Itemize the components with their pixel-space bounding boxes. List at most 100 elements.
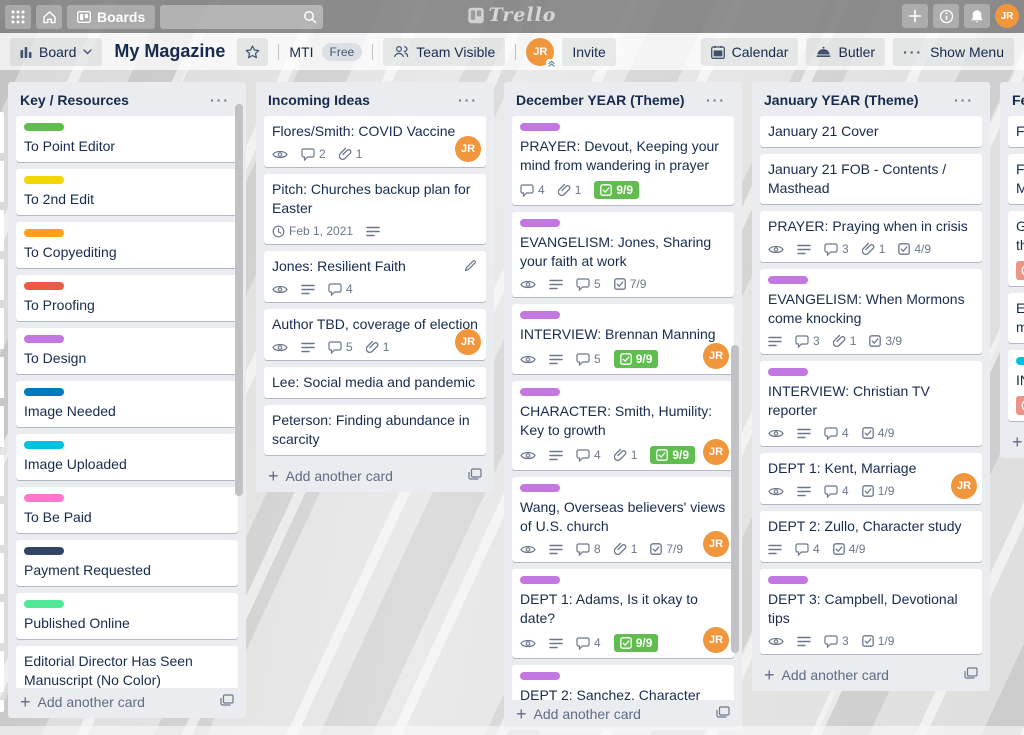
card-label-yellow[interactable] xyxy=(24,176,64,184)
list-title[interactable]: Fe xyxy=(1012,92,1024,108)
card-lee-social-media-and-pandemic[interactable]: Lee: Social media and pandemic xyxy=(264,367,486,398)
create-button[interactable] xyxy=(902,4,928,28)
card-label-red[interactable] xyxy=(24,282,64,290)
card-ge[interactable]: Ge th xyxy=(1008,211,1024,286)
card-dept-1-adams-is-it-okay-to-dat[interactable]: DEPT 1: Adams, Is it okay to date? 4 9/9 JR xyxy=(512,569,734,658)
card-wang-overseas-believers-views-[interactable]: Wang, Overseas believers' views of U.S. … xyxy=(512,477,734,562)
list-title[interactable]: January YEAR (Theme) xyxy=(764,92,919,108)
card-jones-resilient-faith[interactable]: Jones: Resilient Faith 4 xyxy=(264,251,486,302)
list-menu-button[interactable]: ··· xyxy=(706,92,726,108)
card-member-avatar[interactable]: JR xyxy=(703,439,729,465)
card-label-green[interactable] xyxy=(24,123,64,131)
card-label-purple[interactable] xyxy=(768,276,808,284)
card-interview-brennan-manning[interactable]: INTERVIEW: Brennan Manning 5 9/9 JR xyxy=(512,304,734,374)
card-dept-2-zullo-character-study[interactable]: DEPT 2: Zullo, Character study 4 4/9 xyxy=(760,511,982,562)
butler-button[interactable]: Butler xyxy=(806,37,886,66)
card-label-navy[interactable] xyxy=(24,547,64,555)
card-label-sky[interactable] xyxy=(24,441,64,449)
card-to-copyediting[interactable]: To Copyediting xyxy=(16,222,238,268)
card-in[interactable]: IN xyxy=(1008,350,1024,421)
team-group[interactable]: MTI Free xyxy=(289,42,363,61)
user-avatar[interactable]: JR xyxy=(995,4,1019,28)
card-dept-1-kent-marriage[interactable]: DEPT 1: Kent, Marriage 4 1/9 JR xyxy=(760,453,982,504)
list-title[interactable]: Key / Resources xyxy=(20,92,129,108)
add-card-button[interactable]: +Add another card xyxy=(760,661,982,685)
card-label-pink[interactable] xyxy=(24,494,64,502)
card-member-avatar[interactable]: JR xyxy=(455,329,481,355)
calendar-button[interactable]: Calendar xyxy=(700,37,799,66)
card-label-purple[interactable] xyxy=(520,123,560,131)
info-button[interactable] xyxy=(933,4,959,28)
card-prayer-devout-keeping-your-min[interactable]: PRAYER: Devout, Keeping your mind from w… xyxy=(512,116,734,205)
list-menu-button[interactable]: ··· xyxy=(954,92,974,108)
card-image-uploaded[interactable]: Image Uploaded xyxy=(16,434,238,480)
create-from-template-icon[interactable] xyxy=(220,694,234,710)
list-title[interactable]: Incoming Ideas xyxy=(268,92,370,108)
card-label-purple[interactable] xyxy=(520,219,560,227)
search-bar[interactable] xyxy=(160,4,324,29)
search-input[interactable] xyxy=(166,9,304,24)
card-interview-christian-tv-reporte[interactable]: INTERVIEW: Christian TV reporter 4 4/9 xyxy=(760,361,982,446)
board-member-avatar[interactable]: JR xyxy=(526,37,557,69)
card-published-online[interactable]: Published Online xyxy=(16,593,238,639)
card-member-avatar[interactable]: JR xyxy=(455,136,481,162)
card-flores-smith-covid-vaccine[interactable]: Flores/Smith: COVID Vaccine 2 1 JR xyxy=(264,116,486,167)
list-menu-button[interactable]: ··· xyxy=(458,92,478,108)
star-board-button[interactable] xyxy=(237,37,269,66)
list-title[interactable]: December YEAR (Theme) xyxy=(516,92,685,108)
edit-card-icon[interactable] xyxy=(464,259,477,277)
card-label-purple[interactable] xyxy=(768,368,808,376)
card-label-purple[interactable] xyxy=(520,484,560,492)
card-editorial-director-has-seen-ma[interactable]: Editorial Director Has Seen Manuscript (… xyxy=(16,646,238,688)
create-from-template-icon[interactable] xyxy=(964,667,978,683)
card-character-smith-humility-key-t[interactable]: CHARACTER: Smith, Humility: Key to growt… xyxy=(512,381,734,470)
add-card-button[interactable]: +Add another card xyxy=(16,688,238,712)
card-label-blue[interactable] xyxy=(24,388,64,396)
invite-button[interactable]: Invite xyxy=(562,37,616,66)
card-to-2nd-edit[interactable]: To 2nd Edit xyxy=(16,169,238,215)
card-evangelism-jones-sharing-your-[interactable]: EVANGELISM: Jones, Sharing your faith at… xyxy=(512,212,734,297)
card-evangelism-when-mormons-come-k[interactable]: EVANGELISM: When Mormons come knocking 3 1… xyxy=(760,269,982,354)
card-ev[interactable]: EV m xyxy=(1008,293,1024,343)
board-view-menu[interactable]: Board xyxy=(10,37,103,66)
show-menu-button[interactable]: ··· Show Menu xyxy=(893,37,1014,66)
boards-button[interactable]: Boards xyxy=(67,4,156,29)
home-button[interactable] xyxy=(36,4,62,29)
card-label-purple[interactable] xyxy=(768,576,808,584)
horizontal-scrollbar[interactable] xyxy=(0,726,1024,735)
card-pitch-churches-backup-plan-for[interactable]: Pitch: Churches backup plan for Easter Fe… xyxy=(264,174,486,244)
add-card-button[interactable]: +Add another card xyxy=(1008,428,1024,452)
card-member-avatar[interactable]: JR xyxy=(703,531,729,557)
notifications-button[interactable] xyxy=(964,4,990,28)
card-to-proofing[interactable]: To Proofing xyxy=(16,275,238,321)
card-label-purple[interactable] xyxy=(520,672,560,680)
card-member-avatar[interactable]: JR xyxy=(703,627,729,653)
card-fe[interactable]: Fe M xyxy=(1008,154,1024,204)
card-to-be-paid[interactable]: To Be Paid xyxy=(16,487,238,533)
add-card-button[interactable]: +Add another card xyxy=(512,700,734,724)
visibility-button[interactable]: Team Visible xyxy=(383,37,506,66)
list-scrollbar-thumb[interactable] xyxy=(235,104,243,496)
card-image-needed[interactable]: Image Needed xyxy=(16,381,238,427)
list-menu-button[interactable]: ··· xyxy=(210,92,230,108)
card-member-avatar[interactable]: JR xyxy=(703,343,729,369)
apps-grid-button[interactable] xyxy=(5,4,31,29)
card-january-21-fob-contents-masthe[interactable]: January 21 FOB - Contents / Masthead xyxy=(760,154,982,204)
card-to-point-editor[interactable]: To Point Editor xyxy=(16,116,238,162)
card-dept-3-campbell-devotional-tip[interactable]: DEPT 3: Campbell, Devotional tips 3 1/9 xyxy=(760,569,982,654)
card-label-orange[interactable] xyxy=(24,229,64,237)
card-payment-requested[interactable]: Payment Requested xyxy=(16,540,238,586)
card-peterson-finding-abundance-in-[interactable]: Peterson: Finding abundance in scarcity xyxy=(264,405,486,455)
add-card-button[interactable]: +Add another card xyxy=(264,462,486,486)
list-scrollbar-thumb[interactable] xyxy=(731,345,739,653)
card-dept-2-sanchez-character-study[interactable]: DEPT 2: Sanchez, Character study49/9 xyxy=(512,665,734,700)
create-from-template-icon[interactable] xyxy=(716,706,730,722)
board-title[interactable]: My Magazine xyxy=(114,41,226,61)
card-label-lime[interactable] xyxy=(24,600,64,608)
card-fe[interactable]: Fe xyxy=(1008,116,1024,147)
card-label-purple[interactable] xyxy=(520,388,560,396)
create-from-template-icon[interactable] xyxy=(468,468,482,484)
card-label-purple[interactable] xyxy=(520,311,560,319)
card-prayer-praying-when-in-crisis[interactable]: PRAYER: Praying when in crisis 3 1 4/9 xyxy=(760,211,982,262)
card-label-sky[interactable] xyxy=(1016,357,1024,365)
